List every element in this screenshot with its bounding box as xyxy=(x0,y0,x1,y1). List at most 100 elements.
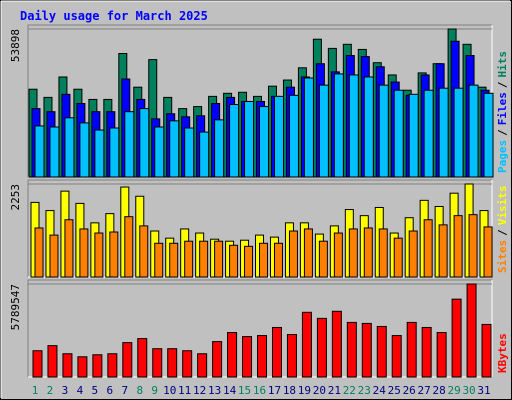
bar xyxy=(378,228,388,278)
bar xyxy=(34,227,44,278)
bar xyxy=(77,356,88,378)
x-tick-label: 7 xyxy=(121,384,128,397)
x-tick-label: 3 xyxy=(62,384,69,397)
x-tick-label: 28 xyxy=(433,384,446,397)
bar xyxy=(259,242,269,278)
bar xyxy=(286,334,297,378)
bar xyxy=(122,342,133,378)
bar xyxy=(288,230,298,278)
bar xyxy=(483,226,493,278)
legend-entry: Hits xyxy=(496,51,509,78)
bar xyxy=(229,104,240,178)
bar xyxy=(107,353,118,378)
x-tick-label: 26 xyxy=(403,384,416,397)
bar xyxy=(378,84,389,178)
bar xyxy=(199,240,209,278)
bar xyxy=(124,111,135,178)
bar xyxy=(167,348,178,378)
bar xyxy=(109,127,120,178)
x-tick-label: 24 xyxy=(373,384,387,397)
bar xyxy=(348,228,358,278)
bar xyxy=(318,240,328,278)
legend-entry: Visits xyxy=(496,186,509,226)
x-tick-label: 14 xyxy=(223,384,237,397)
bar xyxy=(214,240,224,278)
bar xyxy=(453,215,463,278)
bar xyxy=(376,325,387,378)
bar xyxy=(184,240,194,278)
bar xyxy=(154,126,165,178)
bar xyxy=(393,237,403,278)
bar xyxy=(288,94,299,178)
bar xyxy=(212,341,223,378)
legend-separator: / xyxy=(496,129,509,136)
bar xyxy=(64,219,74,278)
bar xyxy=(152,348,163,378)
x-tick-label: 31 xyxy=(477,384,490,397)
bar xyxy=(301,311,312,378)
x-tick-label: 9 xyxy=(151,384,158,397)
x-tick-label: 27 xyxy=(418,384,431,397)
bar xyxy=(303,77,314,178)
legend-entry: Sites xyxy=(496,240,509,273)
bar xyxy=(244,100,255,178)
bar xyxy=(169,120,180,178)
x-tick-label: 25 xyxy=(388,384,401,397)
bar xyxy=(62,353,73,378)
legend: Sites / Visits xyxy=(496,186,509,274)
x-tick-label: 8 xyxy=(136,384,143,397)
x-tick-label: 12 xyxy=(193,384,206,397)
x-tick-label: 23 xyxy=(358,384,371,397)
bar xyxy=(466,283,477,378)
bar xyxy=(318,84,329,178)
bar xyxy=(32,350,43,378)
x-tick-label: 29 xyxy=(447,384,460,397)
x-tick-label: 18 xyxy=(283,384,296,397)
bar xyxy=(333,232,343,278)
x-tick-label: 17 xyxy=(268,384,281,397)
bar xyxy=(363,76,374,178)
x-tick-label: 10 xyxy=(163,384,176,397)
bar xyxy=(124,216,134,278)
x-tick-label: 15 xyxy=(238,384,251,397)
x-tick-label: 13 xyxy=(208,384,221,397)
bar xyxy=(49,234,59,278)
legend-entry: Files xyxy=(496,92,509,125)
bar xyxy=(271,326,282,378)
legend: KBytes xyxy=(496,333,509,373)
legend-separator: / xyxy=(496,229,509,236)
bar xyxy=(423,219,433,278)
bar xyxy=(214,119,225,178)
bar xyxy=(64,117,75,178)
legend-entry: Pages xyxy=(496,140,509,173)
bar xyxy=(303,228,313,278)
bar xyxy=(483,92,494,178)
x-tick-label: 4 xyxy=(77,384,84,397)
bar xyxy=(154,242,164,278)
x-tick-label: 19 xyxy=(298,384,311,397)
bar xyxy=(137,338,148,378)
bar xyxy=(346,321,357,378)
bar xyxy=(182,350,193,378)
bar xyxy=(169,242,179,278)
x-tick-label: 6 xyxy=(107,384,114,397)
legend-entry: KBytes xyxy=(496,333,509,373)
bar xyxy=(257,335,268,378)
bar xyxy=(242,336,253,378)
y-tick-label: 5789547 xyxy=(9,284,22,330)
bar xyxy=(79,228,89,278)
bar xyxy=(481,323,492,378)
x-tick-label: 2 xyxy=(47,384,54,397)
x-tick-label: 16 xyxy=(253,384,266,397)
x-tick-label: 20 xyxy=(313,384,326,397)
bar xyxy=(348,74,359,178)
x-tick-label: 1 xyxy=(32,384,39,397)
bar xyxy=(184,127,195,178)
bar xyxy=(109,231,119,278)
bar xyxy=(438,87,449,178)
x-tick-label: 5 xyxy=(92,384,99,397)
bar xyxy=(421,326,432,378)
x-tick-label: 21 xyxy=(328,384,341,397)
bar xyxy=(333,73,344,178)
